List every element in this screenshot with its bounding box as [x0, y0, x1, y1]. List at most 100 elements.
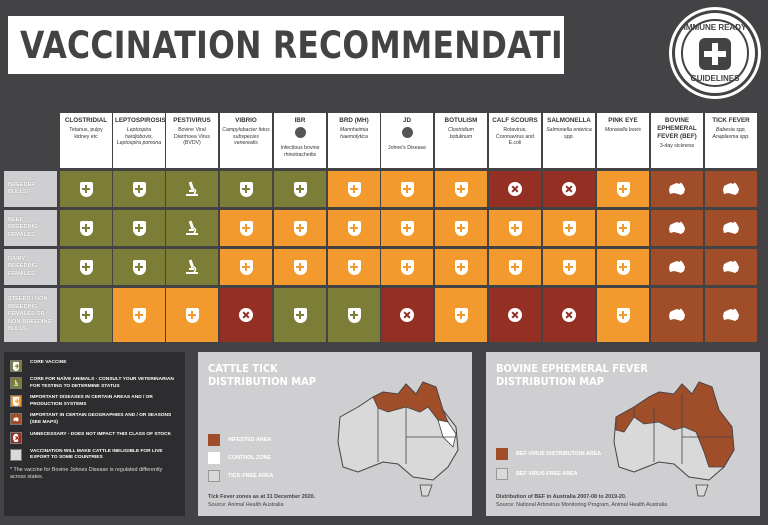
shield-cross-icon: [454, 220, 468, 236]
grid-cell: [543, 288, 595, 342]
globe-icon: [294, 127, 306, 138]
grid-cell: [489, 210, 541, 246]
shield-cross-icon: [13, 361, 20, 371]
column-header-clostridial: CLOSTRIDIAL Tetanus, pulpy kidney etc: [60, 113, 112, 168]
shield-cross-icon: [79, 307, 93, 323]
australia-map-icon: [669, 221, 685, 234]
legend-swatch: [10, 377, 22, 389]
australia-map-icon: [669, 182, 685, 195]
bef-map-title-1: BOVINE EPHEMERAL FEVER: [496, 362, 648, 375]
tick-map-australia: [337, 381, 459, 497]
legend-item-unn: UNNECESSARY - DOES NOT IMPACT THIS CLASS…: [10, 431, 179, 444]
shield-cross-icon: [132, 220, 146, 236]
shield-cross-icon: [132, 259, 146, 275]
shield-cross-icon: [454, 259, 468, 275]
shield-cross-icon: [239, 181, 253, 197]
column-name: SALMONELLA: [547, 117, 591, 124]
column-header-brd-mh: BRD (MH) Mannheimia haemolytica: [328, 113, 380, 168]
grid-cell: [381, 171, 433, 207]
column-name: PINK EYE: [608, 117, 638, 124]
column-header-ibr: IBR Infectious bovine rhinotracheitis: [274, 113, 326, 168]
shield-cross-icon: [239, 259, 253, 275]
grid-cell: [705, 249, 757, 285]
legend-swatch: [10, 431, 22, 444]
grid-cell: [220, 288, 272, 342]
grid-cell: [166, 288, 218, 342]
medical-cross-icon: [699, 38, 731, 70]
shield-cross-icon: [79, 181, 93, 197]
bef-map-footnote: Distribution of BEF in Australia 2007-08…: [496, 494, 668, 508]
australia-map-icon: [669, 308, 685, 321]
column-subtitle: Tetanus, pulpy kidney etc: [69, 127, 103, 140]
bef-map-australia: [613, 381, 735, 497]
cross-circle-icon: [508, 308, 522, 322]
cross-circle-icon: [562, 182, 576, 196]
grid-cell: [435, 171, 487, 207]
grid-cell: [651, 288, 703, 342]
microscope-icon: [186, 220, 198, 235]
grid-cell: [435, 210, 487, 246]
shield-cross-icon: [79, 220, 93, 236]
column-header-leptospirosis: LEPTOSPIROSIS Leptospira hardjobovis, Lep…: [113, 113, 166, 168]
row-label-steers-non-breeding-females-or-non-breeding-bulls: STEERS / NON-BREEDING FEMALES OR NON-BRE…: [4, 288, 57, 342]
australia-map-icon: [13, 417, 19, 422]
grid-cell: [435, 288, 487, 342]
column-name: JD: [402, 117, 412, 124]
grid-cell: [651, 249, 703, 285]
grid-cell: [60, 288, 112, 342]
australia-map-icon: [723, 308, 739, 321]
shield-cross-icon: [616, 307, 630, 323]
grid-cell: [274, 171, 326, 207]
tick-legend-free: TICK-FREE AREA: [208, 470, 273, 482]
legend-text: CORE FOR NAÏVE ANIMALS - CONSULT YOUR VE…: [30, 377, 174, 389]
shield-cross-icon: [132, 181, 146, 197]
page-title: VACCINATION RECOMMENDATIONS: [20, 23, 640, 67]
column-subtitle: Mannheimia haemolytica: [339, 127, 369, 140]
grid-cell: [489, 249, 541, 285]
column-name: BOTULISM: [444, 117, 478, 124]
legend-panel: CORE VACCINE CORE FOR NAÏVE ANIMALS - CON…: [4, 352, 185, 516]
badge-bottom-text: GUIDELINES: [690, 74, 740, 83]
title-banner: VACCINATION RECOMMENDATIONS: [8, 16, 639, 74]
microscope-icon: [186, 181, 198, 196]
shield-cross-icon: [347, 181, 361, 197]
grid-cell: [543, 210, 595, 246]
badge-ring: [681, 19, 749, 87]
globe-icon: [401, 127, 413, 138]
grid-cell: [597, 288, 649, 342]
column-header-bovine-ephemeral-fever-bef: BOVINE EPHEMERAL FEVER (BEF) 3-day sickne…: [651, 113, 703, 168]
shield-cross-icon: [616, 220, 630, 236]
grid-cell: [705, 210, 757, 246]
grid-cell: [328, 171, 380, 207]
grid-cell: [113, 171, 165, 207]
grid-cell: [166, 249, 218, 285]
microscope-icon: [13, 380, 19, 386]
column-header-salmonella: SALMONELLA Salmonella enterica spp.: [543, 113, 595, 168]
column-subtitle: Salmonella enterica spp.: [546, 127, 592, 140]
grid-cell: [381, 288, 433, 342]
grid-cell: [597, 249, 649, 285]
shield-cross-icon: [293, 181, 307, 197]
grid-cell: [543, 249, 595, 285]
grid-cell: [381, 210, 433, 246]
shield-cross-icon: [13, 396, 20, 406]
grid-cell: [328, 210, 380, 246]
column-name: VIBRIO: [235, 117, 257, 124]
column-name: BOVINE EPHEMERAL FEVER (BEF): [657, 117, 697, 140]
column-name: BRD (MH): [339, 117, 369, 124]
bef-map-title-2: DISTRIBUTION MAP: [496, 375, 605, 388]
grid-cell: [328, 249, 380, 285]
column-subtitle: Leptospira hardjobovis, Leptospira pomon…: [116, 127, 162, 146]
column-header-jd: JD Johne's Disease: [381, 113, 433, 168]
cross-circle-icon: [508, 182, 522, 196]
column-subtitle: Rotavirus, Coronavirus and E.coli: [495, 127, 535, 146]
legend-swatch: [10, 413, 22, 426]
shield-cross-icon: [400, 259, 414, 275]
shield-cross-icon: [293, 220, 307, 236]
legend-text: VACCINATION WILL MAKE CATTLE INELIGIBLE …: [30, 448, 163, 461]
cross-circle-icon: [239, 308, 253, 322]
australia-map-icon: [669, 260, 685, 273]
grid-cell: [597, 210, 649, 246]
tick-map-title-2: DISTRIBUTION MAP: [208, 375, 317, 388]
legend-items: CORE VACCINE CORE FOR NAÏVE ANIMALS - CON…: [10, 360, 179, 462]
